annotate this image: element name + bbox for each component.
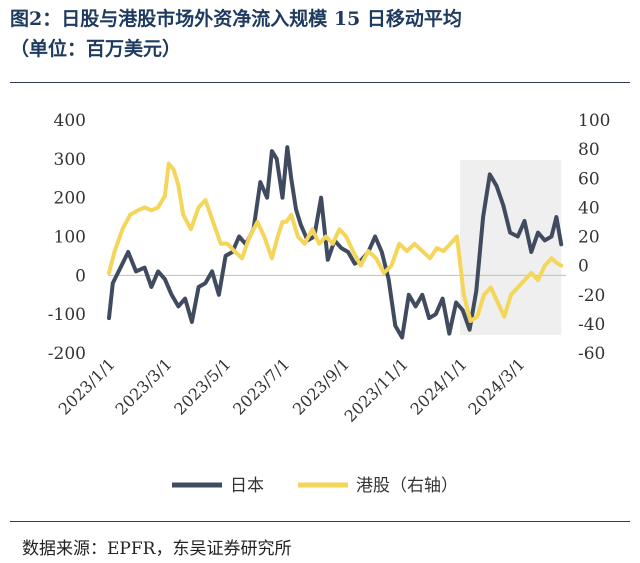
x-tick-label: 2023/1/1 [55, 354, 119, 418]
y-left-tick-label: -200 [48, 344, 86, 364]
plot-area: -200-1000100200300400-60-40-200204060801… [48, 111, 611, 496]
y-left-tick-label: 0 [75, 266, 86, 286]
japan-series-line [107, 145, 564, 340]
chart-svg: -200-1000100200300400-60-40-200204060801… [48, 111, 611, 496]
x-tick-label: 2023/11/1 [340, 354, 411, 425]
y-right-tick-label: 100 [578, 111, 610, 131]
y-left-tick-label: -100 [48, 305, 86, 325]
x-tick-label: 2023/5/1 [170, 354, 234, 418]
y-right-tick-label: -20 [578, 286, 605, 306]
shaded-region [459, 160, 562, 335]
x-tick-label: 2023/3/1 [111, 354, 175, 418]
footer-rule [10, 521, 630, 522]
y-left-tick-label: 400 [54, 111, 86, 131]
legend-label: 日本 [230, 476, 264, 496]
y-left-tick-label: 300 [54, 150, 86, 170]
x-tick-label: 2024/3/1 [464, 354, 528, 418]
y-left-tick-label: 200 [54, 189, 86, 209]
legend-label: 港股（右轴） [356, 476, 458, 496]
chart-title: 图2：日股与港股市场外资净流入规模 15 日移动平均 （单位：百万美元） [10, 4, 630, 64]
y-right-tick-label: 40 [578, 198, 600, 218]
y-right-tick-label: 20 [578, 228, 600, 248]
source-note: 数据来源：EPFR，东吴证券研究所 [22, 539, 292, 559]
hk-series-line [107, 161, 564, 323]
x-tick-label: 2023/7/1 [229, 354, 293, 418]
y-right-tick-label: 0 [578, 257, 589, 277]
y-right-tick-label: -40 [578, 315, 605, 335]
title-line-2: （单位：百万美元） [10, 38, 182, 60]
y-right-tick-label: -60 [578, 344, 605, 364]
x-tick-label: 2024/1/1 [407, 354, 471, 418]
y-right-tick-label: 80 [578, 140, 600, 160]
y-left-tick-label: 100 [54, 228, 86, 248]
title-rule [10, 82, 630, 83]
y-right-tick-label: 60 [578, 169, 600, 189]
title-line-1: 图2：日股与港股市场外资净流入规模 15 日移动平均 [10, 8, 462, 30]
